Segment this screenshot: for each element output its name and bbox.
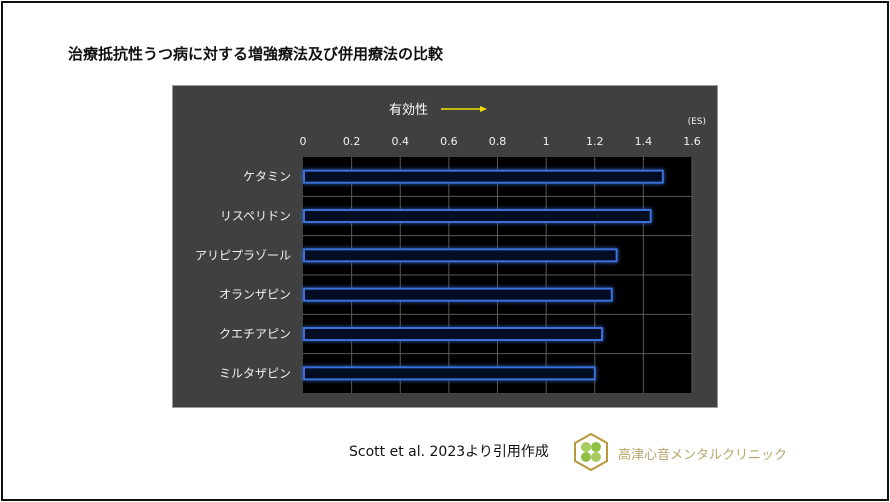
category-label: オランザピン bbox=[219, 288, 291, 302]
x-tick-label: 0 bbox=[300, 135, 307, 148]
x-tick-label: 0.8 bbox=[489, 135, 507, 148]
category-label: クエチアピン bbox=[219, 327, 291, 341]
category-label: ケタミン bbox=[243, 170, 291, 184]
bar bbox=[303, 366, 596, 381]
x-tick-label: 0.6 bbox=[440, 135, 458, 148]
category-label: リスペリドン bbox=[220, 209, 291, 223]
category-label: ミルタザピン bbox=[219, 366, 291, 380]
slide-title: 治療抵抗性うつ病に対する増強療法及び併用療法の比較 bbox=[68, 45, 444, 63]
clinic-name: 高津心音メンタルクリニック bbox=[618, 448, 788, 463]
x-tick-label: 1 bbox=[543, 135, 550, 148]
x-tick-label: 1.6 bbox=[683, 135, 701, 148]
bar bbox=[303, 287, 613, 302]
clinic-logo-icon bbox=[574, 432, 608, 472]
bar bbox=[303, 327, 604, 341]
annotation-label: 有効性 bbox=[389, 103, 428, 118]
x-tick-label: 0.2 bbox=[343, 135, 361, 148]
citation: Scott et al. 2023より引用作成 bbox=[349, 444, 549, 460]
arrow-head-icon bbox=[480, 106, 487, 112]
x-tick-label: 1.2 bbox=[586, 135, 604, 148]
unit-label: (ES) bbox=[688, 117, 706, 127]
bar bbox=[303, 169, 664, 184]
bar bbox=[303, 248, 618, 263]
bar bbox=[303, 209, 652, 223]
x-tick-label: 0.4 bbox=[392, 135, 410, 148]
category-label: アリピプラゾール bbox=[195, 248, 291, 262]
x-tick-label: 1.4 bbox=[635, 135, 653, 148]
